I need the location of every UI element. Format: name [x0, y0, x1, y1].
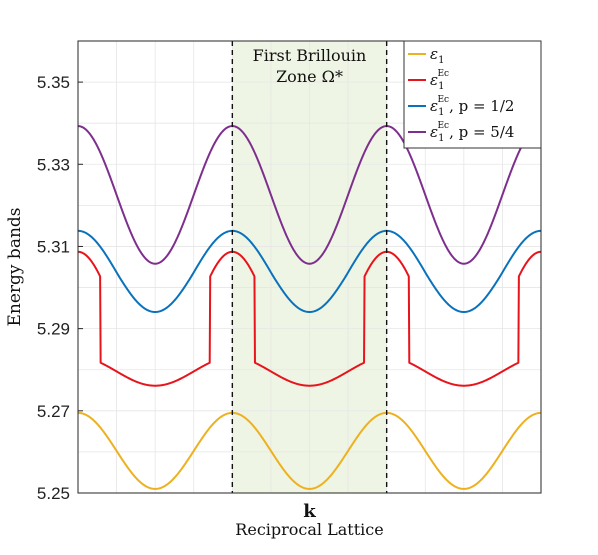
series-line-1 [77, 411, 542, 490]
zone-boundary-lines [231, 41, 388, 493]
plot-frame [77, 40, 542, 494]
x-axis-label: k [303, 501, 316, 522]
y-tick-label: 5.25 [37, 484, 70, 503]
y-tick-label: 5.27 [37, 402, 70, 421]
zone-label-line-2: Zone Ω* [276, 67, 343, 86]
zone-label-line-1: First Brillouin [253, 46, 367, 65]
series-line-2 [77, 250, 542, 387]
series-line-4 [77, 125, 542, 265]
x-axis-sublabel: Reciprocal Lattice [235, 520, 383, 539]
grid-lines [78, 40, 541, 494]
legend: ε1 ε1Ec ε1Ec, p = 1/2 ε1Ec, p = 5/4 [403, 40, 542, 149]
y-tick-label: 5.35 [37, 73, 70, 92]
legend-entry: ε1Ec, p = 1/2 [430, 95, 514, 118]
y-tick-label: 5.29 [37, 320, 70, 339]
series-line-3 [77, 229, 542, 314]
y-tick-label: 5.33 [37, 155, 70, 174]
series-lines [77, 125, 542, 490]
legend-entry: ε1Ec, p = 5/4 [430, 121, 514, 144]
legend-entry: ε1Ec [430, 69, 449, 92]
legend-box [403, 40, 542, 149]
legend-entry: ε1 [430, 45, 444, 66]
y-tick-labels: 5.25 5.27 5.29 5.31 5.33 5.35 [37, 73, 83, 503]
y-tick-label: 5.31 [37, 237, 70, 256]
y-axis-label: Energy bands [5, 207, 25, 326]
